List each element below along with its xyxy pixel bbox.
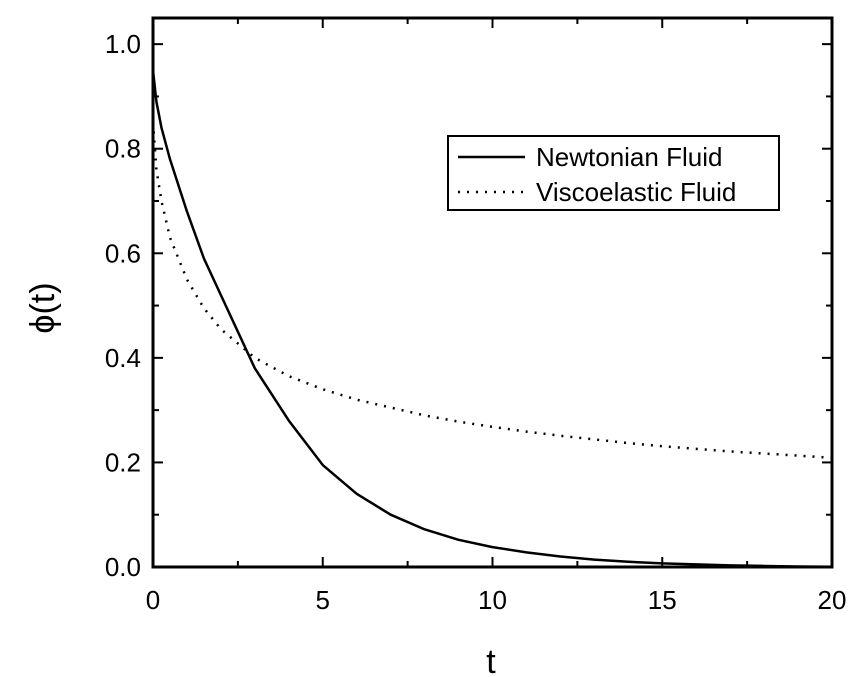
x-tick-label: 10 [478,585,507,615]
series-line-newtonian [151,70,833,568]
series-layer [151,70,833,568]
plot-frame [151,16,834,569]
series-line-viscoelastic [151,122,833,459]
y-tick-label: 1.0 [105,29,141,59]
y-tick-label: 0.4 [105,343,141,373]
y-tick-label: 0.2 [105,447,141,477]
x-tick-label: 5 [316,585,330,615]
axis-ticks [152,18,833,568]
x-tick-label: 0 [146,585,160,615]
y-tick-label: 0.6 [105,238,141,268]
x-tick-label: 20 [818,585,847,615]
legend-label-newtonian: Newtonian Fluid [536,142,722,172]
legend-label-viscoelastic: Viscoelastic Fluid [536,177,736,207]
legend: Newtonian Fluid Viscoelastic Fluid [447,135,780,211]
y-tick-label: 0.0 [105,552,141,582]
y-tick-label: 0.8 [105,134,141,164]
y-axis-title: ϕ(t) [24,282,62,333]
x-tick-label: 15 [648,585,677,615]
x-axis-title: t [486,643,496,677]
tick-labels: 0 5 10 15 20 0.0 0.2 0.4 0.6 0.8 1.0 [105,29,847,615]
legend-box [447,135,780,211]
